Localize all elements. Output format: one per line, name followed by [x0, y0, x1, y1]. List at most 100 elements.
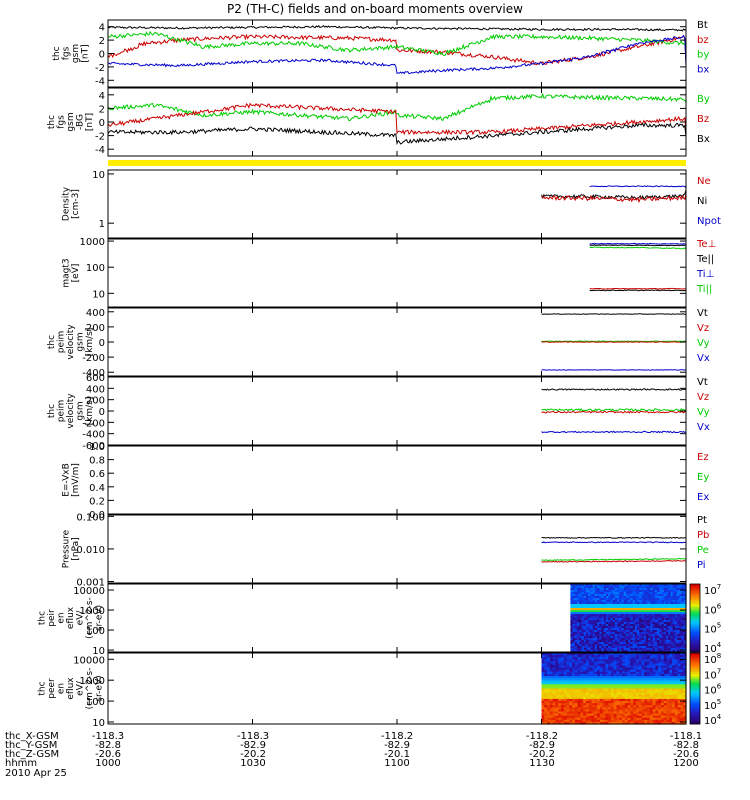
- heatmap-cell: [581, 624, 585, 627]
- heatmap-cell: [560, 686, 565, 690]
- heatmap-cell: [644, 709, 648, 713]
- heatmap-cell: [603, 626, 607, 629]
- heatmap-cell: [549, 715, 554, 719]
- heatmap-cell: [619, 628, 623, 631]
- heatmap-cell: [605, 620, 609, 623]
- heatmap-cell: [614, 650, 618, 653]
- colorbar-segment: [690, 653, 700, 656]
- heatmap-cell: [612, 646, 616, 649]
- heatmap-cell: [597, 614, 600, 617]
- heatmap-cell: [666, 690, 670, 694]
- heatmap-cell: [577, 620, 580, 623]
- heatmap-cell: [577, 584, 580, 587]
- heatmap-cell: [658, 694, 662, 698]
- heatmap-cell: [668, 636, 672, 639]
- heatmap-cell: [672, 630, 676, 633]
- heatmap-cell: [603, 598, 607, 601]
- heatmap-cell: [633, 680, 637, 683]
- heatmap-cell: [652, 634, 656, 637]
- heatmap-cell: [588, 721, 593, 725]
- heatmap-cell: [670, 632, 674, 635]
- heatmap-cell: [603, 646, 607, 649]
- heatmap-cell: [605, 696, 609, 700]
- heatmap-cell: [583, 620, 587, 623]
- heatmap-cell: [572, 606, 576, 609]
- heatmap-cell: [597, 608, 600, 611]
- heatmap-cell: [585, 622, 589, 625]
- heatmap-cell: [555, 705, 559, 708]
- heatmap-cell: [579, 644, 583, 647]
- heatmap-cell: [622, 713, 626, 717]
- heatmap-cell: [590, 626, 594, 629]
- heatmap-cell: [672, 659, 676, 662]
- heatmap-cell: [621, 586, 625, 589]
- heatmap-cell: [605, 701, 609, 704]
- heatmap-cell: [668, 592, 672, 595]
- heatmap-cell: [643, 588, 647, 591]
- heatmap-cell: [608, 678, 612, 681]
- heatmap-cell: [599, 610, 603, 613]
- heatmap-cell: [663, 626, 667, 629]
- heatmap-cell: [650, 608, 654, 611]
- heatmap-cell: [572, 688, 576, 692]
- heatmap-cell: [650, 590, 654, 593]
- heatmap-cell: [541, 694, 545, 698]
- heatmap-cell: [619, 696, 623, 700]
- heatmap-cell: [566, 694, 570, 698]
- heatmap-cell: [597, 600, 600, 603]
- panel-frame: [107, 87, 687, 157]
- heatmap-cell: [577, 673, 582, 677]
- heatmap-cell: [617, 602, 620, 605]
- heatmap-cell: [599, 719, 604, 723]
- heatmap-cell: [614, 624, 618, 627]
- heatmap-cell: [599, 612, 603, 615]
- heatmap-cell: [630, 675, 634, 679]
- ylabel-line: sr-eV): [95, 675, 105, 701]
- heatmap-cell: [680, 717, 684, 721]
- heatmap-cell: [569, 696, 573, 700]
- heatmap-cell: [683, 682, 687, 685]
- heatmap-cell: [574, 636, 578, 639]
- heatmap-cell: [580, 667, 584, 671]
- heatmap-cell: [665, 630, 669, 633]
- heatmap-cell: [549, 701, 554, 704]
- heatmap-cell: [647, 717, 651, 721]
- heatmap-cell: [605, 655, 609, 658]
- heatmap-cell: [652, 684, 657, 688]
- heatmap-cell: [659, 632, 663, 635]
- heatmap-cell: [560, 703, 565, 706]
- ephemeris-value: -20.1: [384, 749, 410, 760]
- ylabel-line: thc: [47, 335, 57, 349]
- heatmap-cell: [619, 659, 623, 662]
- heatmap-cell: [632, 612, 636, 615]
- heatmap-cell: [641, 665, 645, 669]
- heatmap-cell: [674, 584, 678, 587]
- heatmap-cell: [625, 612, 629, 615]
- heatmap-cell: [630, 659, 634, 662]
- heatmap-cell: [583, 618, 587, 621]
- heatmap-cell: [614, 632, 618, 635]
- heatmap-cell: [597, 694, 601, 698]
- legend-entry: Ez: [697, 452, 709, 463]
- heatmap-cell: [669, 713, 673, 717]
- heatmap-cell: [574, 630, 578, 633]
- heatmap-cell: [560, 705, 565, 708]
- heatmap-cell: [588, 715, 593, 719]
- heatmap-cell: [622, 703, 626, 706]
- heatmap-cell: [668, 614, 672, 617]
- heatmap-cell: [621, 628, 625, 631]
- heatmap-cell: [572, 624, 576, 627]
- heatmap-cell: [599, 638, 603, 641]
- series-line-3: [107, 30, 687, 56]
- heatmap-cell: [617, 642, 620, 645]
- heatmap-cell: [577, 665, 582, 669]
- heatmap-cell: [645, 598, 649, 601]
- heatmap-cell: [580, 694, 584, 698]
- heatmap-cell: [612, 606, 616, 609]
- heatmap-cell: [594, 586, 598, 589]
- heatmap-cell: [658, 701, 662, 704]
- heatmap-cell: [569, 705, 573, 708]
- heatmap-cell: [649, 711, 654, 715]
- heatmap-cell: [612, 622, 616, 625]
